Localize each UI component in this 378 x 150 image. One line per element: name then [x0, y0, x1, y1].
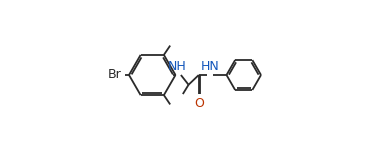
Text: O: O: [194, 97, 204, 110]
Text: NH: NH: [167, 60, 186, 73]
Text: Br: Br: [108, 69, 122, 81]
Text: HN: HN: [200, 60, 219, 73]
